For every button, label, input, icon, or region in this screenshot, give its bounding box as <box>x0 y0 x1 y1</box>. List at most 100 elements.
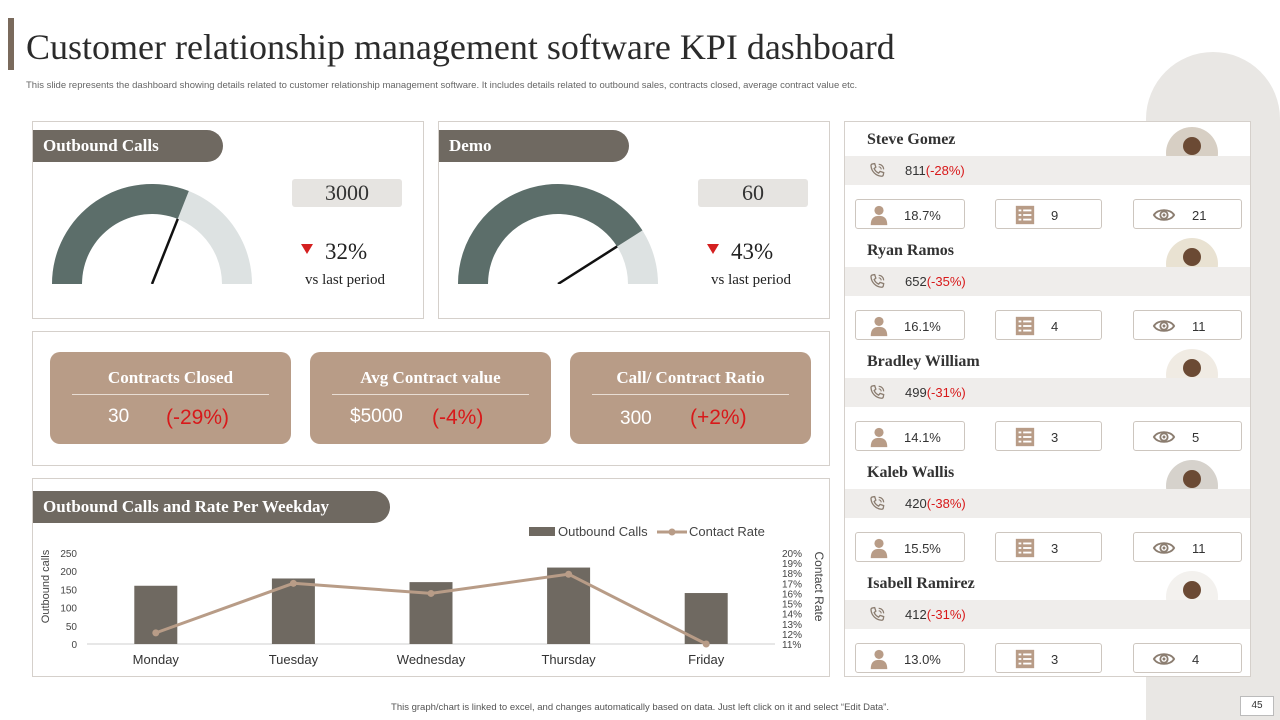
rep-lists-box[interactable]: 9 <box>995 199 1102 229</box>
footer-note: This graph/chart is linked to excel, and… <box>391 702 889 713</box>
rep-lists-box[interactable]: 3 <box>995 532 1102 562</box>
rep-rate-box[interactable]: 18.7% <box>855 199 965 229</box>
kpi-card-avg-contract-value: Avg Contract value $5000 (-4%) <box>310 352 551 444</box>
rep-lists: 4 <box>1051 319 1059 334</box>
rep-calls: 652(-35%) <box>905 274 966 289</box>
rep-views-box[interactable]: 11 <box>1133 532 1242 562</box>
rep-views-box[interactable]: 4 <box>1133 643 1242 673</box>
rep-rate-box[interactable]: 15.5% <box>855 532 965 562</box>
rep-calls: 412(-31%) <box>905 607 966 622</box>
rep-name: Kaleb Wallis <box>867 464 955 481</box>
title-accent-bar <box>8 18 14 70</box>
contact-rate-point-thursday <box>565 570 573 578</box>
rep-lists-box[interactable]: 4 <box>995 310 1102 340</box>
list-icon <box>1014 537 1036 559</box>
rep-views: 11 <box>1192 319 1206 334</box>
gauge-fill <box>458 184 643 284</box>
rep-rate-box[interactable]: 13.0% <box>855 643 965 673</box>
rep-rate-box[interactable]: 16.1% <box>855 310 965 340</box>
rep-views-box[interactable]: 11 <box>1133 310 1242 340</box>
page-subtitle: This slide represents the dashboard show… <box>26 80 858 91</box>
rep-calls-value: 412 <box>905 607 927 622</box>
contact-rate-point-wednesday <box>427 589 435 597</box>
y2-tick-label: 17% <box>782 579 802 590</box>
y2-tick-label: 14% <box>782 610 802 621</box>
y2-tick-label: 18% <box>782 569 802 580</box>
demo-panel: Demo 60 43% vs last period <box>438 121 830 319</box>
kpi-change: (-29%) <box>166 406 230 429</box>
rep-views-box[interactable]: 21 <box>1133 199 1242 229</box>
rep-calls: 811(-28%) <box>905 163 965 178</box>
contact-rate-point-monday <box>152 629 160 637</box>
rep-lists: 3 <box>1051 430 1059 445</box>
outbound-calls-change-note: vs last period <box>305 272 385 288</box>
contact-rate-point-friday <box>702 640 710 648</box>
person-icon <box>868 648 890 670</box>
page-title: Customer relationship management softwar… <box>26 27 895 67</box>
rep-lists-box[interactable]: 3 <box>995 643 1102 673</box>
rep-rate: 14.1% <box>904 430 941 445</box>
outbound-calls-panel: Outbound Calls 3000 32% vs last period <box>32 121 424 319</box>
y2-tick-label: 11% <box>782 640 801 651</box>
list-icon <box>1014 315 1036 337</box>
legend-outbound-calls: Outbound Calls <box>558 524 648 539</box>
rep-calls-change: (-31%) <box>926 607 966 622</box>
y-axis-label: Outbound calls <box>40 549 52 623</box>
outbound-calls-value: 3000 <box>292 179 402 207</box>
y2-tick-label: 19% <box>782 559 802 570</box>
list-icon <box>1014 648 1036 670</box>
legend-line-marker <box>668 528 676 536</box>
page-number: 45 <box>1240 696 1274 716</box>
rep-calls-row: 652(-35%) <box>845 267 1250 296</box>
phone-icon <box>867 383 887 403</box>
rep-calls: 499(-31%) <box>905 385 966 400</box>
kpi-value: 30 <box>108 406 130 427</box>
kpi-title: Call/ Contract Ratio <box>616 368 765 387</box>
kpi-title: Contracts Closed <box>107 368 234 387</box>
y2-axis-label: Contact Rate <box>812 551 826 621</box>
eye-icon <box>1152 648 1176 670</box>
rep-calls-value: 652 <box>905 274 927 289</box>
x-tick-label: Tuesday <box>269 652 319 667</box>
person-icon <box>868 204 890 226</box>
eye-icon <box>1152 537 1176 559</box>
rep-rate: 18.7% <box>904 208 941 223</box>
kpi-card-call-contract-ratio: Call/ Contract Ratio 300 (+2%) <box>570 352 811 444</box>
phone-icon <box>867 494 887 514</box>
y2-tick-label: 16% <box>782 589 802 600</box>
rep-views-box[interactable]: 5 <box>1133 421 1242 451</box>
rep-views: 4 <box>1192 652 1200 667</box>
y2-tick-label: 15% <box>782 600 802 611</box>
outbound-calls-header: Outbound Calls <box>33 130 223 162</box>
legend-contact-rate: Contact Rate <box>689 524 765 539</box>
x-tick-label: Monday <box>133 652 180 667</box>
x-tick-label: Friday <box>688 652 725 667</box>
rep-rate: 16.1% <box>904 319 941 334</box>
y2-tick-label: 13% <box>782 620 802 631</box>
y-tick-label: 100 <box>60 604 77 615</box>
kpi-value: 300 <box>620 408 652 429</box>
demo-header: Demo <box>439 130 629 162</box>
rep-name: Steve Gomez <box>867 131 956 148</box>
y-tick-label: 0 <box>71 640 77 651</box>
rep-rate-box[interactable]: 14.1% <box>855 421 965 451</box>
weekday-chart: 25020015010050020%19%18%17%16%15%14%13%1… <box>40 524 826 667</box>
y-tick-label: 250 <box>60 549 77 560</box>
rep-calls-value: 811 <box>905 163 926 178</box>
y2-tick-label: 12% <box>782 630 802 641</box>
kpi-change: (-4%) <box>432 406 484 429</box>
rep-lists: 3 <box>1051 652 1059 667</box>
kpi-divider <box>72 394 269 395</box>
demo-change: 43% <box>731 239 774 264</box>
rep-rate: 15.5% <box>904 541 941 556</box>
y-tick-label: 200 <box>60 567 77 578</box>
kpi-card-contracts-closed: Contracts Closed 30 (-29%) <box>50 352 291 444</box>
rep-calls-row: 412(-31%) <box>845 600 1250 629</box>
eye-icon <box>1152 426 1176 448</box>
phone-icon <box>867 272 887 292</box>
kpi-title: Avg Contract value <box>360 368 501 387</box>
rep-lists-box[interactable]: 3 <box>995 421 1102 451</box>
rep-views: 21 <box>1192 208 1207 223</box>
rep-calls-row: 420(-38%) <box>845 489 1250 518</box>
phone-icon <box>867 161 887 181</box>
